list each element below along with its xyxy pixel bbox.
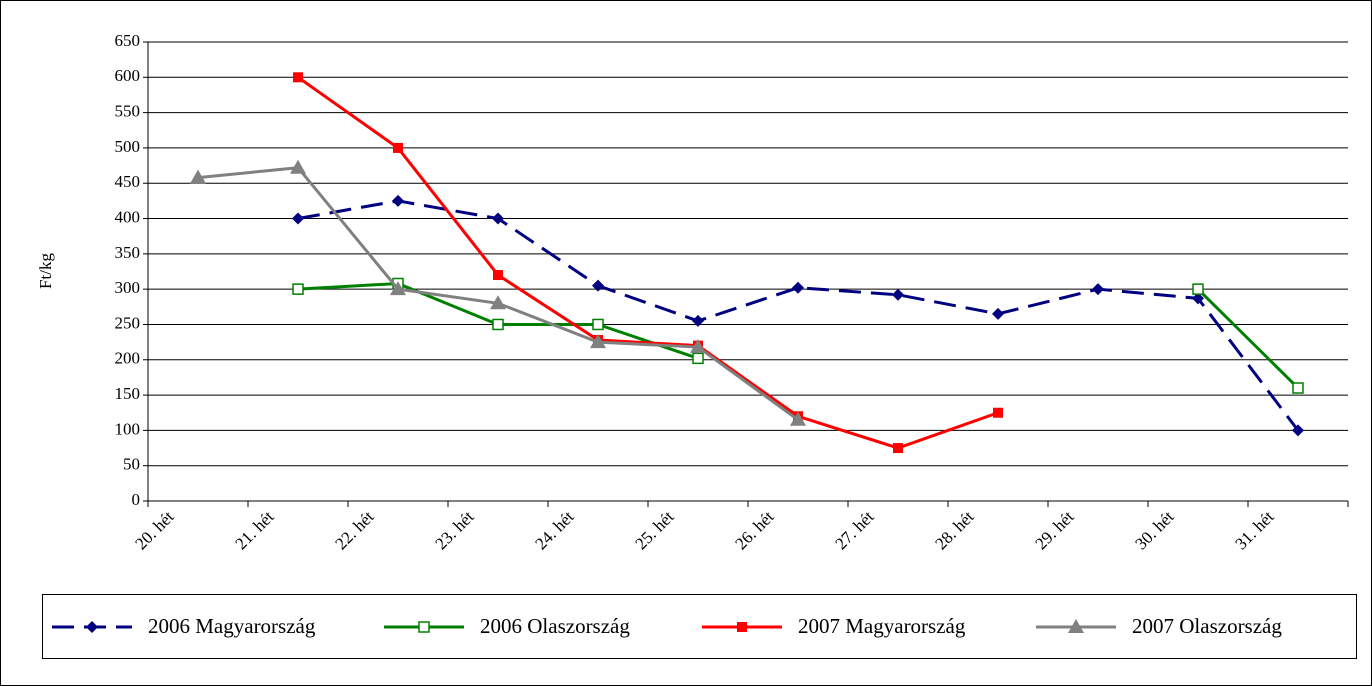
series-line [297, 76, 999, 450]
marker [792, 281, 804, 294]
marker [592, 279, 604, 292]
y-tick-label: 600 [115, 66, 141, 85]
marker [392, 194, 404, 207]
marker [290, 159, 306, 174]
marker [790, 411, 806, 426]
legend-box [42, 594, 1357, 659]
marker [893, 443, 903, 454]
marker [86, 621, 98, 633]
marker [892, 288, 904, 301]
y-tick-label: 250 [115, 313, 141, 332]
y-tick-label: 300 [115, 278, 141, 297]
marker [1192, 283, 1204, 295]
marker [992, 307, 1004, 320]
y-tick-label: 100 [115, 419, 141, 438]
marker [293, 72, 303, 83]
marker [292, 212, 304, 225]
marker [1292, 424, 1304, 437]
marker [292, 283, 304, 295]
marker [1292, 382, 1304, 394]
y-tick-label: 0 [132, 490, 141, 509]
y-tick-label: 550 [115, 102, 141, 121]
y-tick-label: 450 [115, 172, 141, 191]
marker [492, 318, 504, 331]
legend-label: 2006 Magyarország [148, 614, 316, 638]
marker [590, 334, 606, 349]
y-tick-label: 350 [115, 243, 141, 262]
legend-label: 2006 Olaszország [480, 614, 630, 638]
y-tick-label: 150 [115, 384, 141, 403]
y-tick-label: 500 [115, 137, 141, 156]
marker [592, 318, 604, 331]
marker [993, 407, 1003, 418]
marker [737, 622, 747, 632]
legend-label: 2007 Magyarország [798, 614, 966, 638]
marker [692, 352, 704, 365]
marker [390, 281, 406, 296]
marker [190, 169, 206, 184]
marker [393, 142, 403, 153]
series-line [297, 199, 1300, 432]
marker [1192, 292, 1204, 305]
y-axis-label: Ft/kg [36, 253, 55, 289]
marker [690, 339, 706, 354]
legend-label: 2007 Olaszország [1132, 614, 1282, 638]
marker [418, 621, 430, 633]
marker [692, 314, 704, 327]
marker [490, 295, 506, 310]
marker [1068, 619, 1084, 633]
y-tick-label: 650 [115, 31, 141, 50]
marker [493, 270, 503, 281]
y-tick-label: 400 [115, 207, 141, 226]
y-tick-label: 50 [123, 455, 140, 474]
marker [1092, 283, 1104, 296]
marker [492, 212, 504, 225]
y-tick-label: 200 [115, 349, 141, 368]
